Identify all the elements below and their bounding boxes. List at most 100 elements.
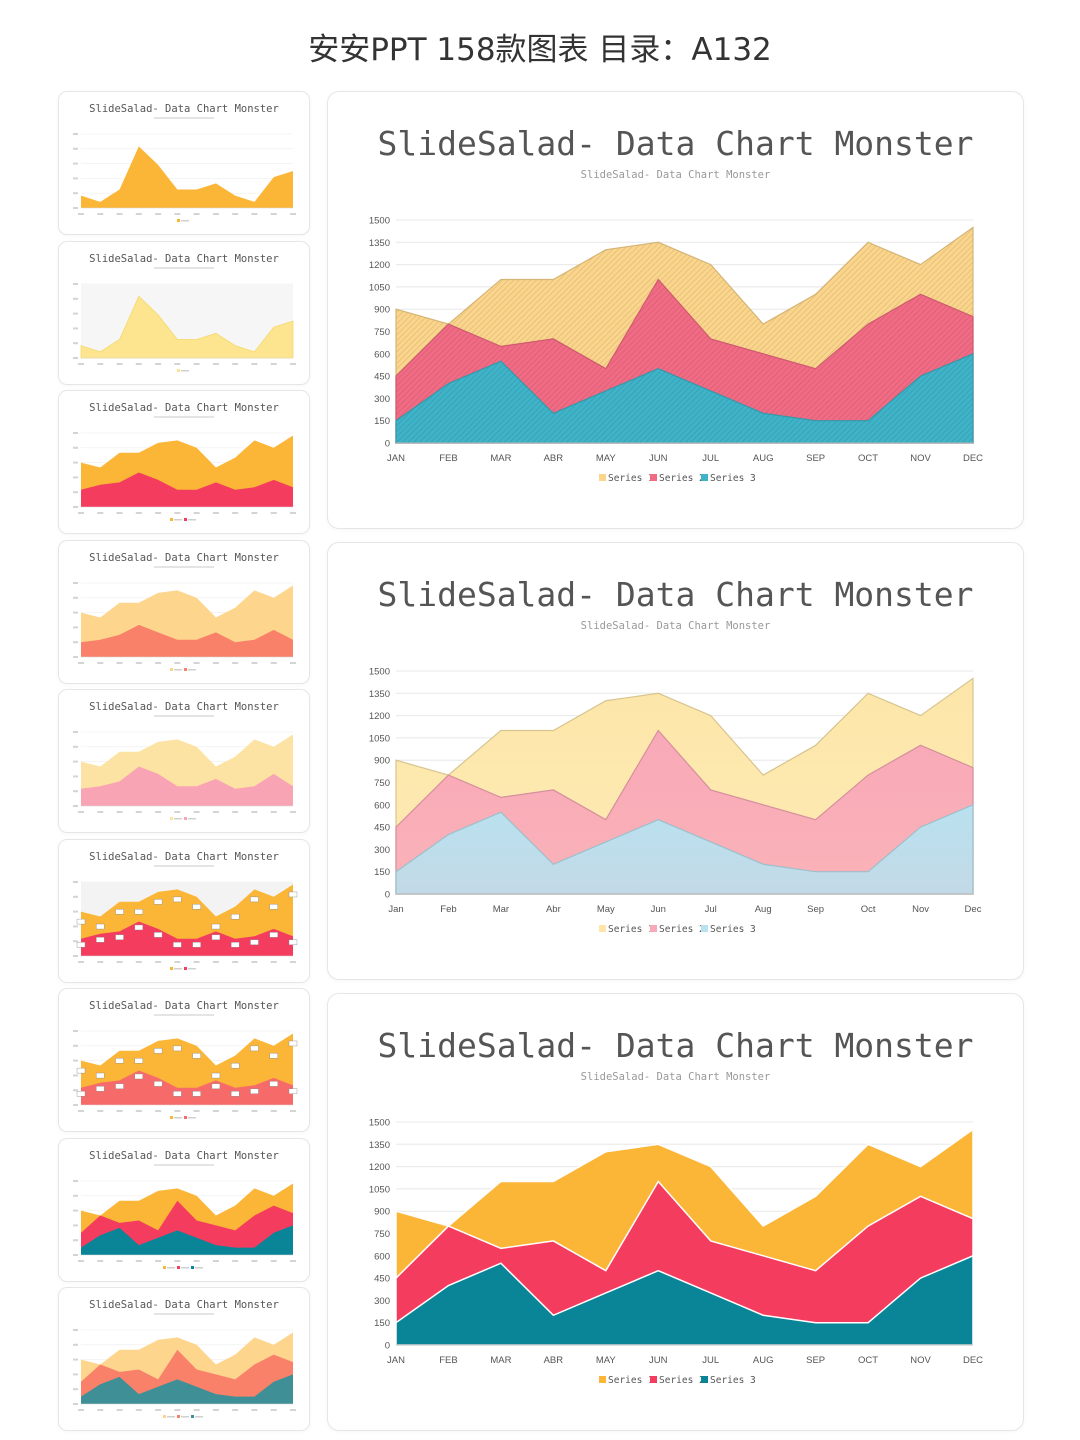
y-tick-mark <box>73 1194 78 1197</box>
x-tick-mark <box>251 961 258 963</box>
legend-swatch <box>184 967 187 970</box>
x-tick-mark <box>212 1260 219 1262</box>
x-tick-mark <box>135 1409 142 1411</box>
y-tick-label: 900 <box>374 756 390 767</box>
thumbnail-card[interactable]: SlideSalad- Data Chart Monster <box>58 1138 310 1282</box>
legend-swatch <box>599 925 606 932</box>
thumbnail-title: SlideSalad- Data Chart Monster <box>89 1000 279 1012</box>
x-tick-label: Oct <box>861 904 876 915</box>
legend-label: Series 3 <box>710 1375 756 1386</box>
y-tick-mark <box>73 1059 78 1062</box>
x-tick-mark <box>270 213 277 215</box>
x-tick-mark <box>155 662 162 664</box>
thumbnail-card[interactable]: SlideSalad- Data Chart Monster <box>58 540 310 684</box>
y-tick-label: 1350 <box>369 689 390 700</box>
x-tick-mark <box>97 213 104 215</box>
legend-label <box>174 519 182 521</box>
y-tick-mark <box>73 1373 78 1376</box>
data-label-box <box>192 1053 201 1059</box>
x-tick-mark <box>232 811 239 813</box>
data-label-box <box>173 942 182 948</box>
x-tick-label: OCT <box>858 453 878 464</box>
data-label-box <box>76 1067 86 1074</box>
data-label-box <box>96 923 105 930</box>
x-tick-mark <box>290 512 296 514</box>
chart-subtitle: SlideSalad- Data Chart Monster <box>581 169 771 181</box>
data-label-box <box>76 1091 86 1097</box>
x-tick-mark <box>174 512 181 514</box>
x-tick-label: Feb <box>440 904 456 915</box>
data-label-box <box>192 904 201 910</box>
x-tick-mark <box>135 961 142 963</box>
y-tick-mark <box>73 805 78 807</box>
x-tick-label: SEP <box>806 453 825 464</box>
y-tick-label: 750 <box>374 327 390 338</box>
y-tick-mark <box>73 626 78 629</box>
thumbnail-chart: SlideSalad- Data Chart Monster <box>73 552 296 671</box>
y-tick-label: 600 <box>374 800 390 811</box>
x-tick-label: Jun <box>651 904 666 915</box>
x-tick-mark <box>135 662 142 664</box>
x-tick-mark <box>97 1409 104 1411</box>
data-label-box <box>153 899 163 905</box>
legend-swatch <box>177 219 180 222</box>
x-tick-label: ABR <box>544 1355 564 1366</box>
y-tick-label: 750 <box>374 1229 390 1240</box>
legend-label: Series 2 <box>659 1375 705 1386</box>
thumbnail-card[interactable]: SlideSalad- Data Chart Monster <box>58 1287 310 1431</box>
thumbnail-chart: SlideSalad- Data Chart Monster <box>73 1150 296 1269</box>
x-tick-mark <box>232 662 239 664</box>
y-tick-label: 1500 <box>369 1118 390 1129</box>
x-tick-mark <box>155 363 162 365</box>
x-tick-mark <box>290 961 296 963</box>
data-label-box <box>288 1040 298 1047</box>
thumbnail-chart: SlideSalad- Data Chart Monster <box>73 701 296 820</box>
data-label-box <box>211 923 221 930</box>
thumbnail-card[interactable]: SlideSalad- Data Chart Monster <box>58 91 310 235</box>
chart-title: SlideSalad- Data Chart Monster <box>377 575 973 614</box>
page-title: 安安PPT 158款图表 目录：A132 <box>308 32 772 68</box>
x-tick-mark <box>290 1409 296 1411</box>
data-label-box <box>76 918 86 925</box>
x-tick-mark <box>78 512 84 514</box>
y-tick-mark <box>73 881 78 883</box>
y-tick-mark <box>73 491 78 494</box>
legend-swatch <box>184 817 187 820</box>
legend-label: Series 1 <box>608 1375 654 1386</box>
legend-swatch <box>599 1376 606 1383</box>
legend-label <box>181 220 189 222</box>
x-tick-mark <box>251 1260 258 1262</box>
x-tick-mark <box>232 512 239 514</box>
x-tick-mark <box>97 961 104 963</box>
thumbnail-card[interactable]: SlideSalad- Data Chart Monster <box>58 689 310 833</box>
x-tick-mark <box>78 662 84 664</box>
x-tick-mark <box>135 1110 142 1112</box>
x-tick-mark <box>174 961 181 963</box>
legend-label <box>188 968 196 970</box>
x-tick-mark <box>193 961 200 963</box>
x-tick-mark <box>270 1409 277 1411</box>
data-label-box <box>250 1045 259 1052</box>
y-tick-label: 1500 <box>369 216 390 227</box>
thumbnail-card[interactable]: SlideSalad- Data Chart Monster <box>58 390 310 534</box>
data-label-box <box>173 896 182 903</box>
thumbnail-card[interactable]: SlideSalad- Data Chart Monster <box>58 241 310 385</box>
y-tick-mark <box>73 745 78 748</box>
x-tick-label: MAR <box>490 1355 511 1366</box>
x-tick-mark <box>174 1260 181 1262</box>
x-tick-mark <box>232 1110 239 1112</box>
x-tick-mark <box>232 961 239 963</box>
x-tick-label: DEC <box>963 1355 983 1366</box>
x-tick-mark <box>290 363 296 365</box>
x-tick-mark <box>212 1110 219 1112</box>
y-tick-mark <box>73 207 78 209</box>
thumbnail-chart: SlideSalad- Data Chart Monster <box>73 1299 296 1418</box>
x-tick-label: ABR <box>544 453 564 464</box>
thumbnail-card[interactable]: SlideSalad- Data Chart Monster <box>58 988 310 1132</box>
series-area <box>81 146 293 208</box>
y-tick-mark <box>73 1104 78 1106</box>
thumbnail-subtitle <box>154 1313 214 1315</box>
thumbnail-card[interactable]: SlideSalad- Data Chart Monster <box>58 839 310 983</box>
x-tick-mark <box>116 363 123 365</box>
chart-card: SlideSalad- Data Chart Monster SlideSalad… <box>327 542 1024 980</box>
